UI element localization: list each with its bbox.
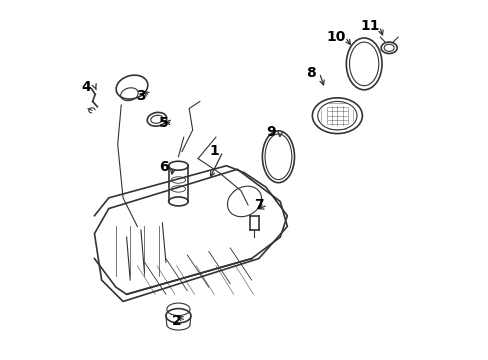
Text: 3: 3 — [136, 89, 145, 103]
Text: 9: 9 — [266, 125, 276, 139]
PathPatch shape — [94, 169, 287, 301]
Text: 7: 7 — [253, 198, 263, 212]
Text: 6: 6 — [159, 161, 168, 175]
Text: 11: 11 — [360, 19, 380, 33]
Text: 2: 2 — [171, 314, 181, 328]
Text: 10: 10 — [326, 30, 346, 44]
Text: 5: 5 — [158, 116, 168, 130]
Text: 1: 1 — [209, 144, 219, 158]
Text: 4: 4 — [81, 80, 91, 94]
Text: 8: 8 — [305, 66, 315, 80]
